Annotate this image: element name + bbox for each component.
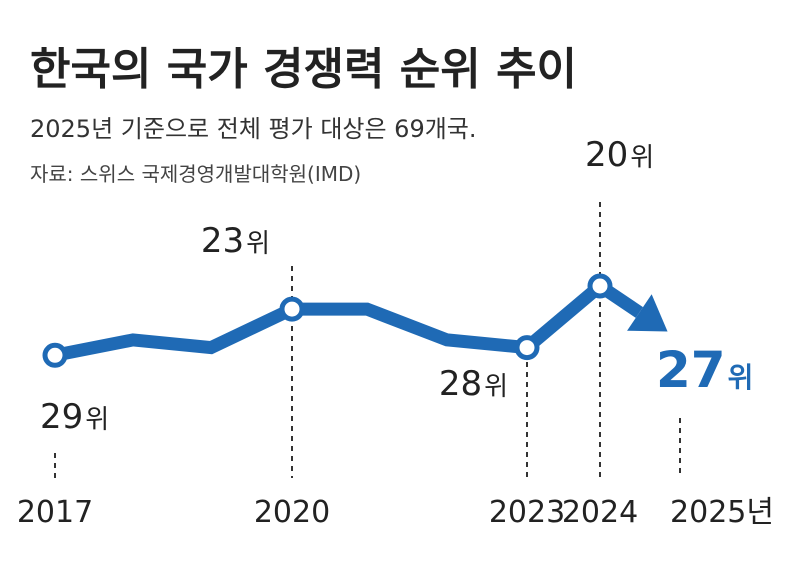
data-label-unit-2025: 위 xyxy=(728,361,754,394)
trend-arrow-head xyxy=(627,294,668,332)
data-label-unit-2024: 위 xyxy=(630,143,654,173)
chart-source: 자료: 스위스 국제경영개발대학원(IMD) xyxy=(30,162,361,186)
marker-2017 xyxy=(42,342,68,368)
data-label-number-2024: 20 xyxy=(585,135,628,175)
series-line xyxy=(53,277,643,362)
data-markers xyxy=(42,273,613,368)
data-label-unit-2023: 위 xyxy=(484,372,508,402)
guide-lines xyxy=(54,202,681,478)
data-label-unit-2017: 위 xyxy=(85,405,109,435)
data-label-number-2025: 27 xyxy=(656,341,726,399)
data-label-number-2020: 23 xyxy=(201,221,244,261)
data-label-number-2023: 28 xyxy=(439,364,482,404)
x-tick-2017: 2017 xyxy=(17,495,93,530)
data-label-number-2017: 29 xyxy=(40,397,83,437)
marker-2020 xyxy=(279,296,305,322)
chart-subtitle: 2025년 기준으로 전체 평가 대상은 69개국. xyxy=(30,115,477,143)
chart-title: 한국의 국가 경쟁력 순위 추이 xyxy=(30,44,577,95)
x-tick-2020: 2020 xyxy=(254,495,330,530)
x-tick-2025: 2025년 xyxy=(670,495,774,530)
data-label-2020: 23위 xyxy=(201,221,270,261)
data-label-2024: 20위 xyxy=(585,135,654,175)
x-tick-2024: 2024 xyxy=(562,495,638,530)
data-label-2023: 28위 xyxy=(439,364,508,404)
data-label-2017: 29위 xyxy=(40,397,109,437)
marker-2023 xyxy=(514,335,540,361)
x-tick-2023: 2023 xyxy=(489,495,565,530)
data-label-2025: 27위 xyxy=(656,341,753,399)
marker-2024 xyxy=(587,273,613,299)
data-label-unit-2020: 위 xyxy=(246,229,270,259)
